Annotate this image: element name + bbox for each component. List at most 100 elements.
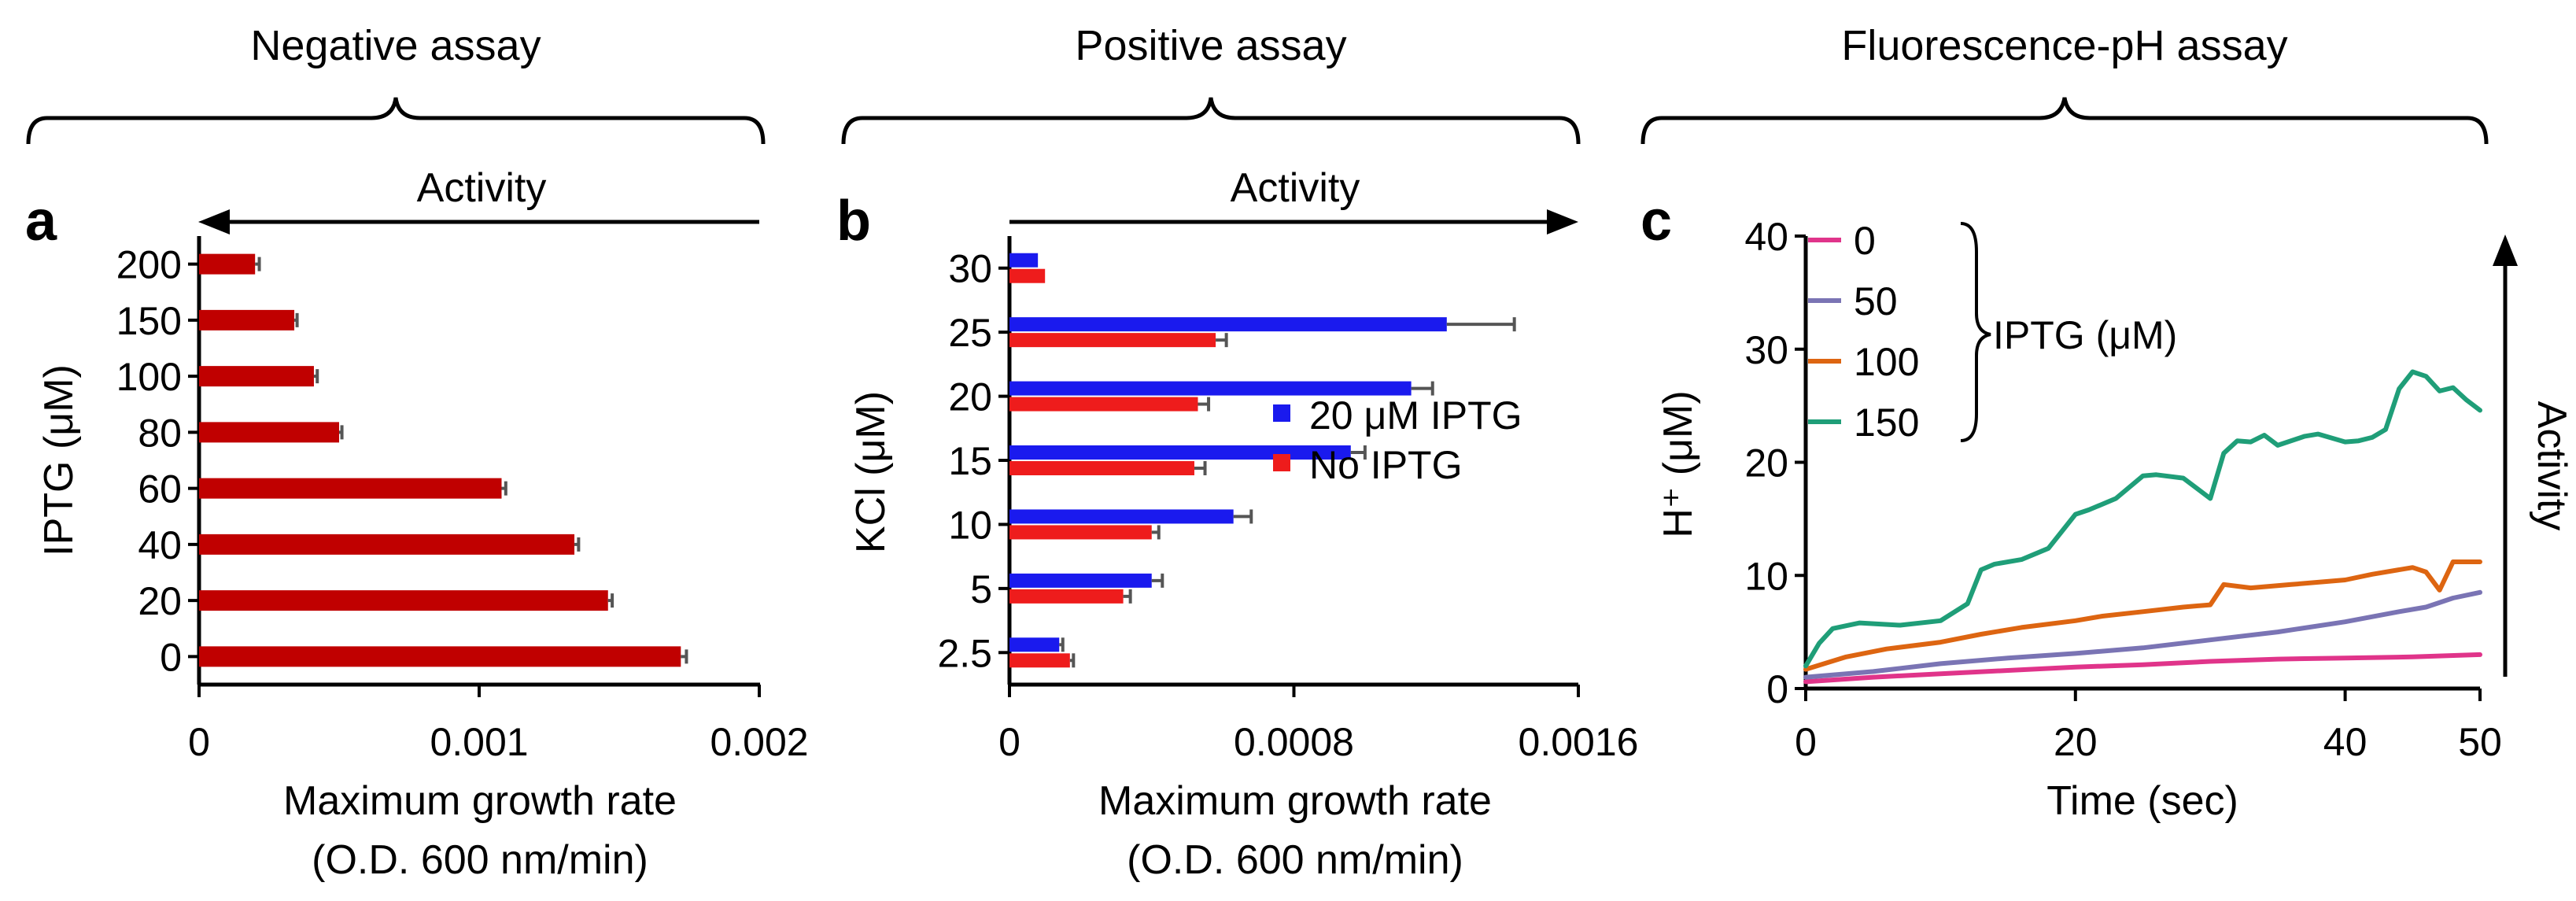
panel-label-b: b (836, 190, 871, 253)
y-tick-label-b-15: 15 (948, 439, 992, 483)
y-tick-label-c: 30 (1744, 328, 1788, 372)
y-tick-label-c: 20 (1744, 441, 1788, 486)
y-ticks-c: 0 10 20 30 40 (1744, 215, 1806, 711)
brace-negative (26, 97, 766, 145)
bar-b-no-iptg-30 (1009, 268, 1046, 283)
x-ticks-c: 0 20 40 50 (1795, 689, 2502, 764)
activity-arrowhead-c (2493, 234, 2518, 266)
x-tick-label-c: 50 (2458, 720, 2502, 764)
activity-label-c: Activity (2529, 401, 2574, 531)
activity-arrowhead-a (198, 209, 230, 234)
y-tick-label-c: 0 (1766, 667, 1788, 711)
x-tick-label-b: 0.0016 (1519, 720, 1639, 764)
x-tick-label-b: 0 (998, 720, 1020, 764)
bar-b-iptg-5 (1009, 573, 1152, 588)
y-tick-label-b-30: 30 (948, 247, 992, 291)
legend-label-no-iptg: No IPTG (1309, 443, 1462, 487)
section-positive: Positive assay (841, 22, 1581, 145)
panel-c: c 0 10 20 30 40 0 20 40 50 H⁺ (μM) Time (sec) I… (1640, 190, 2574, 824)
bars-b (1009, 253, 1516, 668)
lines-c (1803, 369, 2482, 685)
legend-swatch-no-iptg (1273, 454, 1290, 471)
y-ticks-b: 30 25 20 15 10 5 2.5 (937, 247, 1009, 675)
bar-a-0 (199, 646, 681, 667)
section-negative: Negative assay (26, 22, 766, 145)
section-title-fluorescence: Fluorescence-pH assay (1841, 22, 2287, 69)
bar-b-no-iptg-20 (1009, 397, 1198, 412)
bars-a (199, 253, 688, 667)
legend-brace-c (1960, 222, 1991, 442)
x-tick-label-a: 0 (188, 720, 210, 764)
x-tick-label-c: 0 (1795, 720, 1817, 764)
section-title-positive: Positive assay (1075, 22, 1346, 69)
x-ticks-b: 0 0.0008 0.0016 (998, 685, 1638, 764)
bar-b-iptg-10 (1009, 509, 1234, 524)
y-tick-label-a-200: 200 (116, 243, 182, 287)
y-tick-label-a-150: 150 (116, 299, 182, 343)
y-tick-label-a-40: 40 (138, 523, 182, 567)
y-tick-label-a-80: 80 (138, 411, 182, 455)
y-tick-label-c: 40 (1744, 215, 1788, 259)
legend-label-c-100: 100 (1854, 340, 1919, 384)
x-axis-label2-a: (O.D. 600 nm/min) (312, 837, 648, 883)
legend-label-c-50: 50 (1854, 279, 1898, 323)
activity-label-b: Activity (1231, 165, 1360, 211)
legend-label-c-0: 0 (1854, 219, 1876, 263)
y-tick-label-a-20: 20 (138, 579, 182, 623)
y-tick-label-b-2.5: 2.5 (937, 631, 992, 675)
series-line-100 (1803, 559, 2482, 672)
bar-b-iptg-20 (1009, 381, 1412, 396)
legend-c: IPTG (μM) 0 50 100 150 (1808, 219, 2177, 445)
activity-arrowhead-b (1547, 209, 1578, 234)
bar-b-iptg-25 (1009, 317, 1447, 332)
x-axis-label-b: Maximum growth rate (1098, 778, 1492, 824)
bar-a-100 (199, 366, 314, 387)
y-axis-label-a: IPTG (μM) (36, 364, 82, 556)
legend-swatch-iptg (1273, 404, 1290, 422)
bar-b-no-iptg-2.5 (1009, 653, 1070, 668)
panel-label-c: c (1640, 190, 1672, 253)
y-axis-label-c: H⁺ (μM) (1655, 390, 1701, 537)
bar-a-20 (199, 590, 608, 611)
bar-b-no-iptg-5 (1009, 589, 1124, 604)
brace-positive (841, 97, 1581, 145)
activity-label-a: Activity (417, 165, 547, 211)
section-title-negative: Negative assay (250, 22, 541, 69)
bar-a-80 (199, 422, 339, 443)
y-tick-label-a-0: 0 (160, 635, 182, 679)
section-fluorescence: Fluorescence-pH assay (1640, 22, 2489, 145)
x-axis-label2-b: (O.D. 600 nm/min) (1127, 837, 1463, 883)
series-line-0 (1803, 652, 2482, 685)
y-tick-label-a-60: 60 (138, 467, 182, 511)
x-tick-label-c: 40 (2323, 720, 2367, 764)
brace-fluorescence (1640, 97, 2489, 145)
bar-a-60 (199, 478, 502, 499)
y-axis-label-b: KCl (μM) (848, 391, 894, 553)
x-ticks-a: 0 0.001 0.002 (188, 685, 809, 764)
series-line-150 (1803, 369, 2482, 669)
x-tick-label-a: 0.002 (710, 720, 808, 764)
bar-b-iptg-2.5 (1009, 637, 1060, 652)
bar-a-200 (199, 253, 256, 275)
x-tick-label-b: 0.0008 (1234, 720, 1354, 764)
y-tick-label-b-10: 10 (948, 503, 992, 547)
y-tick-label-b-5: 5 (970, 567, 992, 611)
bar-b-no-iptg-10 (1009, 525, 1152, 540)
legend-b: 20 μM IPTG No IPTG (1273, 393, 1522, 487)
x-tick-label-c: 20 (2054, 720, 2098, 764)
bar-a-40 (199, 534, 575, 555)
panel-label-a: a (25, 190, 57, 253)
y-tick-label-c: 10 (1744, 554, 1788, 598)
x-tick-label-a: 0.001 (430, 720, 528, 764)
bar-b-no-iptg-15 (1009, 461, 1194, 476)
y-tick-label-b-20: 20 (948, 375, 992, 419)
legend-title-c: IPTG (μM) (1993, 313, 2177, 357)
bar-b-iptg-30 (1009, 253, 1039, 268)
bar-b-iptg-15 (1009, 445, 1351, 460)
bar-b-no-iptg-25 (1009, 333, 1216, 348)
y-tick-label-b-25: 25 (948, 311, 992, 355)
